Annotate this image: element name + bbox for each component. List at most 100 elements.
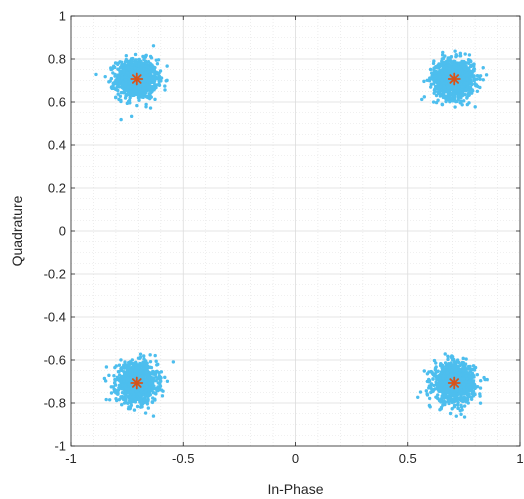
- scatter-point: [122, 370, 127, 374]
- scatter-point: [117, 369, 121, 374]
- scatter-point: [122, 90, 126, 95]
- scatter-point: [484, 73, 489, 77]
- scatter-point: [436, 91, 440, 96]
- scatter-point: [435, 396, 440, 400]
- scatter-point: [456, 396, 461, 400]
- scatter-point: [123, 391, 128, 395]
- scatter-point: [472, 74, 476, 78]
- scatter-point: [151, 414, 156, 418]
- scatter-point: [467, 53, 472, 57]
- scatter-point: [120, 387, 125, 391]
- reference-point-marker: [130, 72, 144, 86]
- scatter-point: [158, 78, 162, 83]
- scatter-point: [424, 389, 429, 393]
- scatter-point: [137, 397, 141, 401]
- scatter-point: [139, 402, 143, 406]
- scatter-point: [475, 89, 480, 94]
- scatter-point: [153, 353, 157, 358]
- scatter-point: [144, 102, 148, 107]
- scatter-point: [439, 92, 443, 96]
- scatter-point: [442, 401, 446, 405]
- scatter-point: [462, 395, 466, 400]
- scatter-point: [442, 61, 447, 65]
- y-tick-label: -0.4: [44, 310, 66, 325]
- scatter-point: [436, 98, 440, 102]
- scatter-point: [475, 84, 480, 89]
- scatter-point: [153, 77, 158, 81]
- scatter-point: [148, 365, 152, 369]
- scatter-point: [465, 96, 469, 100]
- scatter-point: [456, 406, 460, 410]
- scatter-point: [137, 98, 141, 102]
- scatter-point: [141, 92, 146, 96]
- scatter-point: [153, 398, 157, 402]
- scatter-point: [164, 79, 168, 83]
- scatter-point: [112, 374, 116, 378]
- scatter-point: [113, 381, 117, 385]
- scatter-point: [442, 85, 447, 90]
- scatter-point: [137, 62, 141, 66]
- scatter-point: [454, 372, 458, 377]
- scatter-point: [135, 103, 139, 108]
- scatter-point: [450, 374, 454, 378]
- scatter-point: [103, 379, 108, 383]
- scatter-point: [478, 379, 483, 383]
- scatter-point: [445, 365, 449, 369]
- scatter-point: [453, 49, 457, 53]
- scatter-point: [148, 81, 152, 85]
- scatter-point: [481, 78, 485, 82]
- scatter-point: [453, 105, 457, 109]
- scatter-point: [470, 390, 475, 394]
- scatter-point: [124, 374, 128, 378]
- scatter-point: [119, 76, 124, 80]
- scatter-point: [475, 77, 479, 81]
- scatter-point: [113, 95, 118, 100]
- scatter-point: [469, 80, 473, 84]
- scatter-point: [149, 56, 154, 60]
- scatter-point: [438, 74, 442, 79]
- scatter-point: [131, 388, 135, 392]
- scatter-point: [432, 388, 436, 392]
- scatter-point: [151, 390, 156, 395]
- scatter-point: [456, 371, 461, 376]
- scatter-point: [151, 385, 155, 389]
- scatter-point: [473, 105, 477, 109]
- scatter-point: [458, 379, 463, 383]
- scatter-point: [145, 364, 149, 369]
- scatter-point: [134, 371, 138, 376]
- scatter-point: [142, 398, 147, 402]
- scatter-point: [114, 398, 119, 403]
- scatter-point: [138, 393, 142, 398]
- scatter-point: [472, 76, 476, 81]
- scatter-point: [130, 60, 134, 64]
- scatter-point: [152, 70, 157, 75]
- scatter-point: [124, 54, 129, 58]
- scatter-point: [146, 392, 150, 397]
- scatter-point: [109, 385, 113, 389]
- scatter-point: [441, 389, 445, 394]
- y-tick-label: 0.4: [48, 138, 66, 153]
- scatter-point: [116, 92, 120, 96]
- scatter-point: [420, 97, 424, 102]
- scatter-point: [144, 389, 148, 393]
- scatter-point: [459, 412, 463, 416]
- scatter-point: [472, 368, 477, 372]
- scatter-point: [463, 52, 467, 56]
- scatter-point: [155, 62, 160, 66]
- scatter-point: [440, 102, 444, 107]
- scatter-point: [154, 359, 158, 363]
- scatter-point: [103, 74, 107, 79]
- scatter-point: [478, 77, 482, 81]
- scatter-point: [452, 365, 456, 369]
- scatter-point: [159, 376, 163, 380]
- scatter-point: [459, 405, 464, 409]
- scatter-point: [469, 89, 473, 93]
- scatter-point: [461, 356, 465, 361]
- scatter-point: [440, 70, 444, 74]
- scatter-point: [461, 60, 466, 64]
- scatter-point: [125, 71, 130, 75]
- scatter-point: [141, 83, 146, 87]
- scatter-point: [481, 66, 485, 70]
- scatter-point: [151, 396, 155, 400]
- scatter-point: [128, 93, 132, 97]
